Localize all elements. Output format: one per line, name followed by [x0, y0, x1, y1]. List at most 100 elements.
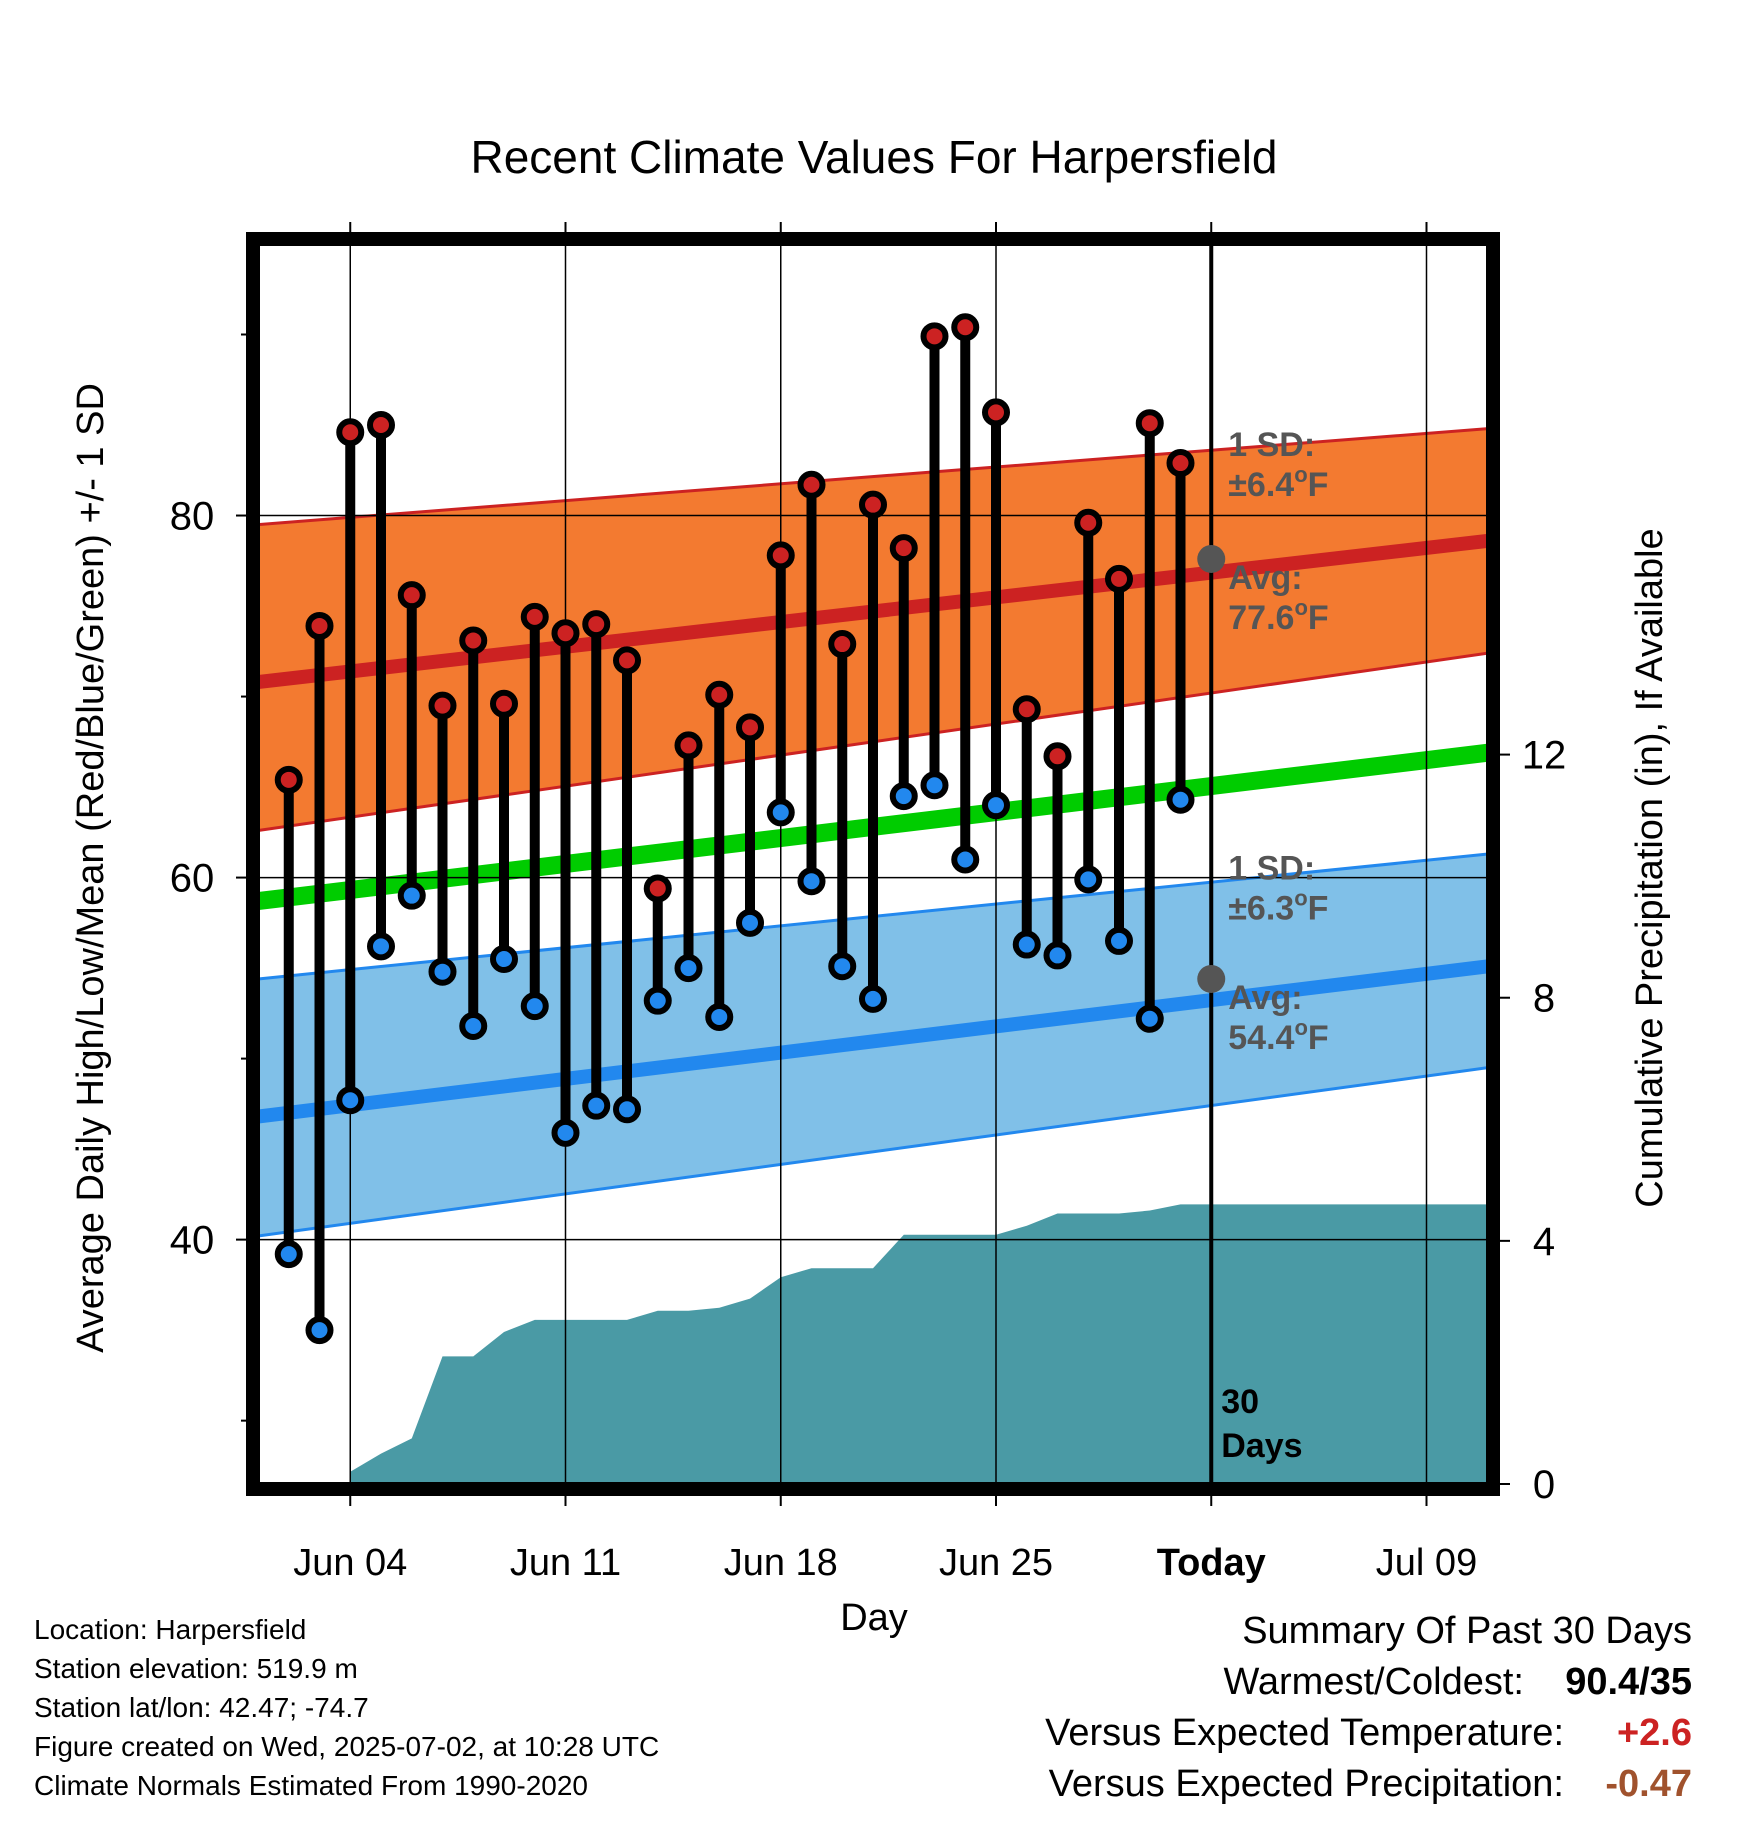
- high-point: [367, 411, 395, 440]
- x-tick-label: Jun 25: [939, 1542, 1053, 1584]
- normals-text: Climate Normals Estimated From 1990-2020: [34, 1770, 588, 1801]
- today-days-label: 30: [1221, 1383, 1259, 1421]
- high-point: [797, 470, 826, 499]
- y-tick-label: 80: [170, 495, 215, 539]
- high-point: [1043, 742, 1072, 771]
- precip-area: [258, 1204, 1488, 1484]
- low-point: [490, 945, 518, 974]
- low-point: [336, 1086, 365, 1115]
- low-point: [1135, 1004, 1164, 1033]
- low-point: [397, 881, 426, 910]
- low-point: [828, 952, 857, 981]
- station-info: Location: Harpersfield Station elevation…: [34, 1610, 934, 1805]
- high-point: [1012, 695, 1041, 724]
- low-avg-label: Avg:: [1228, 979, 1302, 1017]
- high-point: [643, 874, 672, 903]
- unit-mark: F: [1308, 599, 1329, 637]
- high-point: [397, 581, 426, 610]
- unit-mark: F: [1308, 1019, 1329, 1057]
- low-point: [1166, 785, 1195, 814]
- low-point: [1043, 941, 1072, 970]
- high-point: [859, 490, 887, 519]
- high-point: [766, 541, 795, 570]
- x-tick-label: Jun 04: [293, 1542, 407, 1584]
- y-axis-title: Average Daily High/Low/Mean (Red/Blue/Gr…: [70, 383, 112, 1353]
- today-days-label: Days: [1221, 1427, 1302, 1465]
- high-point: [1166, 449, 1195, 478]
- unit-mark: F: [1308, 889, 1329, 927]
- high-point: [736, 713, 764, 742]
- low-point: [951, 845, 980, 874]
- precip-value: -0.47: [1605, 1763, 1692, 1805]
- y2-axis-title: Cumulative Precipitation (in), If Availa…: [1629, 528, 1671, 1207]
- low-point: [920, 771, 949, 800]
- high-point: [889, 534, 918, 563]
- high-point: [582, 610, 611, 639]
- normal-line-low: [258, 959, 1488, 1124]
- latlon-text: Station lat/lon: 42.47; -74.7: [34, 1692, 369, 1723]
- low-point: [797, 867, 826, 896]
- summary-temp-row: Versus Expected Temperature: +2.6: [792, 1708, 1692, 1759]
- high-point: [459, 626, 488, 655]
- y-tick-label: 60: [170, 857, 215, 901]
- temp-value: +2.6: [1616, 1712, 1692, 1754]
- precip-label: Versus Expected Precipitation:: [1048, 1763, 1564, 1805]
- low-point: [274, 1240, 303, 1269]
- high-point: [428, 691, 457, 720]
- high-point: [520, 602, 549, 631]
- warmest-value: 90.4/35: [1565, 1661, 1692, 1703]
- high-point: [674, 731, 703, 760]
- low-avg-marker: [1197, 964, 1226, 993]
- created-text: Figure created on Wed, 2025-07-02, at 10…: [34, 1731, 660, 1762]
- high-point: [490, 689, 518, 718]
- high-point: [336, 418, 365, 447]
- summary-precip-row: Versus Expected Precipitation: -0.47: [792, 1759, 1692, 1810]
- high-avg-value: 77.6oF: [1228, 595, 1328, 637]
- y2-tick-label: 4: [1533, 1220, 1555, 1264]
- low-point: [889, 782, 918, 811]
- degree-mark: o: [1294, 1015, 1307, 1040]
- high-point: [828, 630, 857, 659]
- low-point: [982, 791, 1010, 820]
- summary-panel: Summary Of Past 30 Days Warmest/Coldest:…: [792, 1606, 1692, 1810]
- x-axis-title: Day: [840, 1597, 908, 1639]
- low-point: [859, 984, 887, 1013]
- y-tick-label: 40: [170, 1219, 215, 1263]
- x-tick-label: Jun 11: [510, 1542, 621, 1584]
- warmest-label: Warmest/Coldest:: [1223, 1661, 1524, 1703]
- low-point: [459, 1012, 488, 1041]
- x-tick-label: Jun 18: [724, 1542, 838, 1584]
- location-text: Location: Harpersfield: [34, 1614, 307, 1645]
- summary-warmest-row: Warmest/Coldest: 90.4/35: [792, 1657, 1692, 1708]
- temp-label: Versus Expected Temperature:: [1045, 1712, 1564, 1754]
- sd-lower-line-low: [258, 1066, 1488, 1238]
- low-point: [367, 932, 395, 961]
- high-point: [274, 765, 303, 794]
- high-avg-marker: [1197, 544, 1226, 573]
- y2-tick-label: 8: [1533, 977, 1555, 1021]
- x-tick-label: Jul 09: [1376, 1542, 1477, 1584]
- low-sd-value: ±6.3oF: [1228, 885, 1328, 927]
- low-point: [551, 1118, 580, 1147]
- summary-title: Summary Of Past 30 Days: [1242, 1610, 1692, 1652]
- high-point: [982, 398, 1010, 427]
- low-point: [428, 957, 457, 986]
- plot-frame: [246, 232, 1500, 1496]
- sd-upper-line-high: [258, 427, 1488, 527]
- high-point: [951, 313, 980, 342]
- high-point: [1074, 508, 1103, 537]
- unit-mark: F: [1308, 466, 1329, 504]
- low-point: [1105, 926, 1133, 955]
- low-point: [520, 992, 549, 1021]
- high-point: [1135, 409, 1164, 438]
- low-point: [1012, 930, 1041, 959]
- high-point: [613, 646, 641, 675]
- low-point: [766, 798, 795, 827]
- y2-tick-label: 12: [1522, 734, 1567, 778]
- high-sd-value: ±6.4oF: [1228, 462, 1328, 504]
- high-point: [705, 680, 734, 709]
- degree-mark: o: [1294, 595, 1307, 620]
- degree-mark: o: [1294, 462, 1307, 487]
- low-point: [736, 908, 764, 937]
